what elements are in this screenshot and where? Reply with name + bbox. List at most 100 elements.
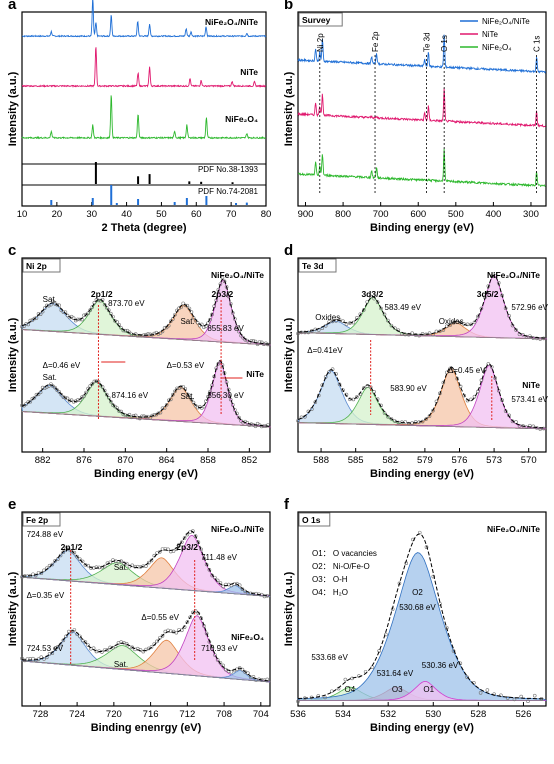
data-point <box>108 560 112 565</box>
energy-label: 856.30 eV <box>207 391 244 400</box>
legend-entry: O3： O-H <box>312 575 348 584</box>
x-axis-label: Binding enenrgy (eV) <box>91 722 202 734</box>
data-point <box>541 336 546 341</box>
data-point <box>489 365 494 369</box>
data-point <box>193 609 198 613</box>
background-line <box>21 660 270 683</box>
x-tick-label: 400 <box>485 209 501 220</box>
x-tick-label: 585 <box>348 455 364 466</box>
data-point <box>173 312 177 317</box>
x-tick-label: 870 <box>117 455 133 466</box>
data-point <box>57 390 62 394</box>
panel-a: a 2 Theta (degree) Intensity (a.u.) 10 20 30 4… <box>7 0 271 234</box>
x-tick-label: 728 <box>32 709 48 720</box>
x-tick-label: 70 <box>226 209 237 220</box>
data-point <box>78 634 82 639</box>
data-point <box>417 333 421 338</box>
panel-badge-text: Survey <box>302 15 331 25</box>
data-point <box>56 644 60 649</box>
data-point <box>341 319 345 324</box>
envelope-fit <box>21 278 270 345</box>
data-point <box>188 615 192 620</box>
data-point <box>438 602 442 606</box>
data-point <box>237 415 241 420</box>
data-point <box>465 322 470 327</box>
x-tick-label: 576 <box>452 455 468 466</box>
data-point <box>261 342 266 347</box>
data-point <box>174 630 179 635</box>
envelope-fit <box>22 530 270 597</box>
data-point <box>169 319 173 323</box>
energy-label: 583.90 eV <box>390 384 427 393</box>
data-point <box>514 328 518 332</box>
data-point <box>146 332 150 336</box>
data-point <box>316 694 321 698</box>
data-point <box>191 610 195 615</box>
data-point <box>105 648 110 652</box>
data-point <box>157 550 162 554</box>
panel-frame-d <box>297 257 547 453</box>
bottom-title: NiTe <box>522 380 540 390</box>
survey-series-0 <box>297 34 546 74</box>
x-tick-label: 712 <box>179 709 195 720</box>
data-point <box>306 330 311 335</box>
bottom-title: NiTe <box>246 369 264 379</box>
panel-letter: b <box>284 0 293 13</box>
energy-label: 711.48 eV <box>201 553 238 562</box>
x-tick-label: 700 <box>373 209 389 220</box>
data-point <box>462 322 466 326</box>
data-point <box>229 670 234 674</box>
data-point <box>55 302 59 307</box>
x-tick-label: 536 <box>290 709 306 720</box>
energy-label: 874.16 eV <box>112 391 149 400</box>
data-point <box>389 417 394 421</box>
peak-label: 3d5/2 <box>477 289 499 299</box>
y-axis-label: Intensity (a.u.) <box>7 571 19 646</box>
sat-label: Sat. <box>114 563 128 572</box>
data-point <box>175 386 179 391</box>
data-point <box>368 294 373 299</box>
x-tick-label: 40 <box>121 209 132 220</box>
data-point <box>20 324 24 329</box>
data-point <box>164 403 169 407</box>
data-point <box>251 339 256 343</box>
data-point <box>69 629 74 634</box>
panel-frame-a <box>21 11 267 207</box>
data-point <box>313 400 318 404</box>
peak-annotation: O2 <box>412 588 423 597</box>
data-point <box>140 333 144 338</box>
data-point <box>117 409 121 413</box>
data-point <box>144 332 148 337</box>
data-point <box>235 324 239 329</box>
data-point <box>410 331 414 336</box>
bottom-title: NiFe₂O₄ <box>231 632 264 642</box>
data-point <box>424 417 428 421</box>
top-title: NiFe₂O₄/NiTe <box>211 270 264 280</box>
data-point <box>24 402 28 406</box>
data-point <box>350 676 354 681</box>
data-point <box>337 382 342 387</box>
panel-letter: d <box>284 242 293 259</box>
data-point <box>451 649 456 653</box>
data-point <box>160 634 165 638</box>
x-tick-label: 600 <box>410 209 426 220</box>
series-label: NiTe <box>240 67 258 77</box>
legend-label: NiFe₂O₄ <box>482 43 511 52</box>
data-point <box>233 408 237 412</box>
data-point <box>233 317 237 321</box>
data-point <box>251 675 256 679</box>
data-point <box>173 389 177 394</box>
data-point <box>208 317 212 322</box>
data-point <box>204 399 208 404</box>
panel-badge <box>298 12 343 27</box>
data-point <box>180 540 184 544</box>
data-point <box>222 279 227 284</box>
energy-label: 583.49 eV <box>385 303 422 312</box>
data-point <box>28 399 33 404</box>
data-point <box>142 414 146 418</box>
peak-annotation: 531.64 eV <box>377 669 414 678</box>
x-tick-label: 20 <box>52 209 63 220</box>
envelope-fit <box>21 360 270 427</box>
peak-label: 2p1/2 <box>91 289 113 299</box>
